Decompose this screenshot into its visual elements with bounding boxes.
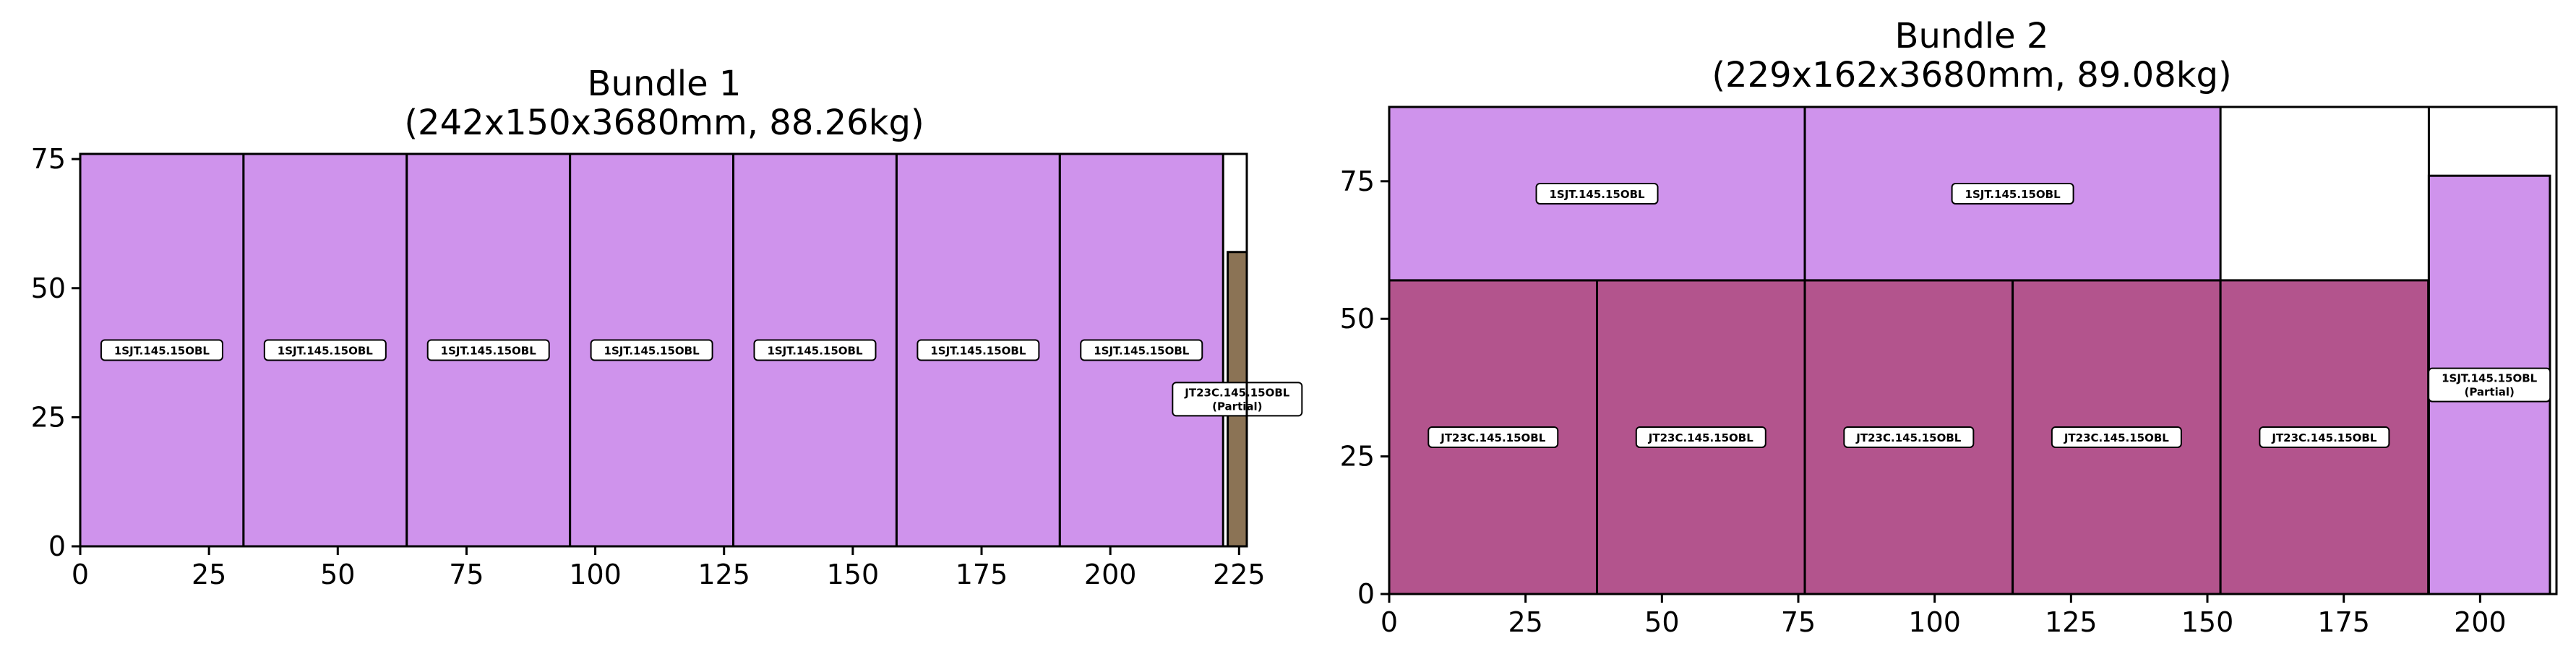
- x-tick-label: 25: [1508, 606, 1542, 638]
- x-tick-label: 0: [72, 559, 89, 590]
- x-tick-label: 75: [1781, 606, 1816, 638]
- piece-label: JT23C.145.15OBL: [2259, 426, 2390, 448]
- bundle-1-title: Bundle 1: [588, 64, 742, 104]
- piece-label: 1SJT.145.15OBL(Partial): [2428, 367, 2551, 403]
- x-tick-label: 150: [2181, 606, 2234, 638]
- axes-frame: [1388, 106, 2558, 595]
- x-tick-label: 150: [827, 559, 880, 590]
- piece-label-partial: (Partial): [2464, 386, 2514, 399]
- piece-label-text: 1SJT.145.15OBL: [604, 345, 700, 358]
- y-tick-label: 75: [31, 143, 66, 175]
- piece-label-text: 1SJT.145.15OBL: [767, 345, 863, 358]
- piece-label: 1SJT.145.15OBL: [753, 339, 877, 361]
- label-box: [100, 339, 223, 361]
- x-tick-label: 175: [956, 559, 1008, 590]
- bundle-1-panel: Bundle 1 (242x150x3680mm, 88.26kg) 1SJT.…: [31, 64, 1303, 590]
- piece-label: 1SJT.145.15OBL: [1535, 182, 1659, 205]
- y-tick-label: 25: [31, 401, 66, 433]
- label-box: [916, 339, 1040, 361]
- label-box: [1427, 426, 1559, 448]
- label-box: [590, 339, 713, 361]
- piece-label-text: JT23C.145.15OBL: [1440, 431, 1545, 444]
- piece-label: 1SJT.145.15OBL: [1951, 182, 2074, 205]
- y-tick-label: 0: [48, 530, 66, 562]
- piece-label: JT23C.145.15OBL: [2051, 426, 2182, 448]
- label-box: [2428, 367, 2551, 403]
- label-box: [2259, 426, 2390, 448]
- piece-label: JT23C.145.15OBL: [1635, 426, 1766, 448]
- piece-label-text: 1SJT.145.15OBL: [1549, 188, 1645, 201]
- label-box: [2051, 426, 2182, 448]
- y-tick-label: 75: [1340, 165, 1375, 197]
- piece-label-text: 1SJT.145.15OBL: [2442, 372, 2538, 385]
- bundle-1-subtitle: (242x150x3680mm, 88.26kg): [404, 103, 924, 143]
- piece-label-text: 1SJT.145.15OBL: [441, 345, 537, 358]
- x-tick-label: 175: [2317, 606, 2370, 638]
- label-box: [1635, 426, 1766, 448]
- piece-label-text: 1SJT.145.15OBL: [114, 345, 210, 358]
- piece-label: 1SJT.145.15OBL: [426, 339, 550, 361]
- y-tick-label: 50: [1340, 303, 1375, 335]
- piece-label: JT23C.145.15OBL: [1843, 426, 1975, 448]
- piece-label-partial: (Partial): [1212, 400, 1262, 413]
- x-tick-label: 50: [320, 559, 355, 590]
- y-tick-label: 50: [31, 272, 66, 304]
- bundle-2-subtitle: (229x162x3680mm, 89.08kg): [1712, 55, 2231, 95]
- x-tick-label: 125: [697, 559, 750, 590]
- piece-label-text: JT23C.145.15OBL: [1855, 431, 1961, 444]
- piece-label: JT23C.145.15OBL: [1427, 426, 1559, 448]
- bundle-2-panel: Bundle 2 (229x162x3680mm, 89.08kg) JT23C…: [1340, 16, 2558, 638]
- piece-label-text: 1SJT.145.15OBL: [278, 345, 374, 358]
- x-tick-label: 100: [1908, 606, 1961, 638]
- y-tick-label: 0: [1357, 578, 1375, 610]
- piece-label-text: JT23C.145.15OBL: [2064, 431, 2169, 444]
- label-box: [1843, 426, 1975, 448]
- label-box: [1535, 182, 1659, 205]
- piece-label: 1SJT.145.15OBL: [263, 339, 387, 361]
- piece-label: 1SJT.145.15OBL: [916, 339, 1040, 361]
- label-box: [1080, 339, 1203, 361]
- x-tick-label: 0: [1381, 606, 1398, 638]
- label-box: [1172, 382, 1303, 417]
- label-box: [426, 339, 550, 361]
- x-tick-label: 100: [569, 559, 622, 590]
- piece-label-text: 1SJT.145.15OBL: [1965, 188, 2061, 201]
- x-tick-label: 25: [192, 559, 226, 590]
- x-tick-label: 200: [2454, 606, 2507, 638]
- x-tick-label: 125: [2045, 606, 2098, 638]
- piece-label-text: JT23C.145.15OBL: [1648, 431, 1753, 444]
- bundle-2-title: Bundle 2: [1895, 16, 2049, 56]
- piece-label: 1SJT.145.15OBL: [590, 339, 713, 361]
- piece-label-text: JT23C.145.15OBL: [1184, 386, 1289, 399]
- x-tick-label: 50: [1644, 606, 1679, 638]
- label-box: [753, 339, 877, 361]
- piece-label-text: 1SJT.145.15OBL: [930, 345, 1026, 358]
- x-tick-label: 225: [1213, 559, 1266, 590]
- piece-label: 1SJT.145.15OBL: [100, 339, 223, 361]
- axes-frame: [79, 152, 1248, 548]
- x-tick-label: 200: [1084, 559, 1137, 590]
- piece-label-text: 1SJT.145.15OBL: [1094, 345, 1190, 358]
- piece-label-text: JT23C.145.15OBL: [2271, 431, 2377, 444]
- label-box: [1951, 182, 2074, 205]
- piece-label: JT23C.145.15OBL(Partial): [1172, 382, 1303, 417]
- x-tick-label: 75: [449, 559, 484, 590]
- piece-label: 1SJT.145.15OBL: [1080, 339, 1203, 361]
- y-tick-label: 25: [1340, 441, 1375, 473]
- label-box: [263, 339, 387, 361]
